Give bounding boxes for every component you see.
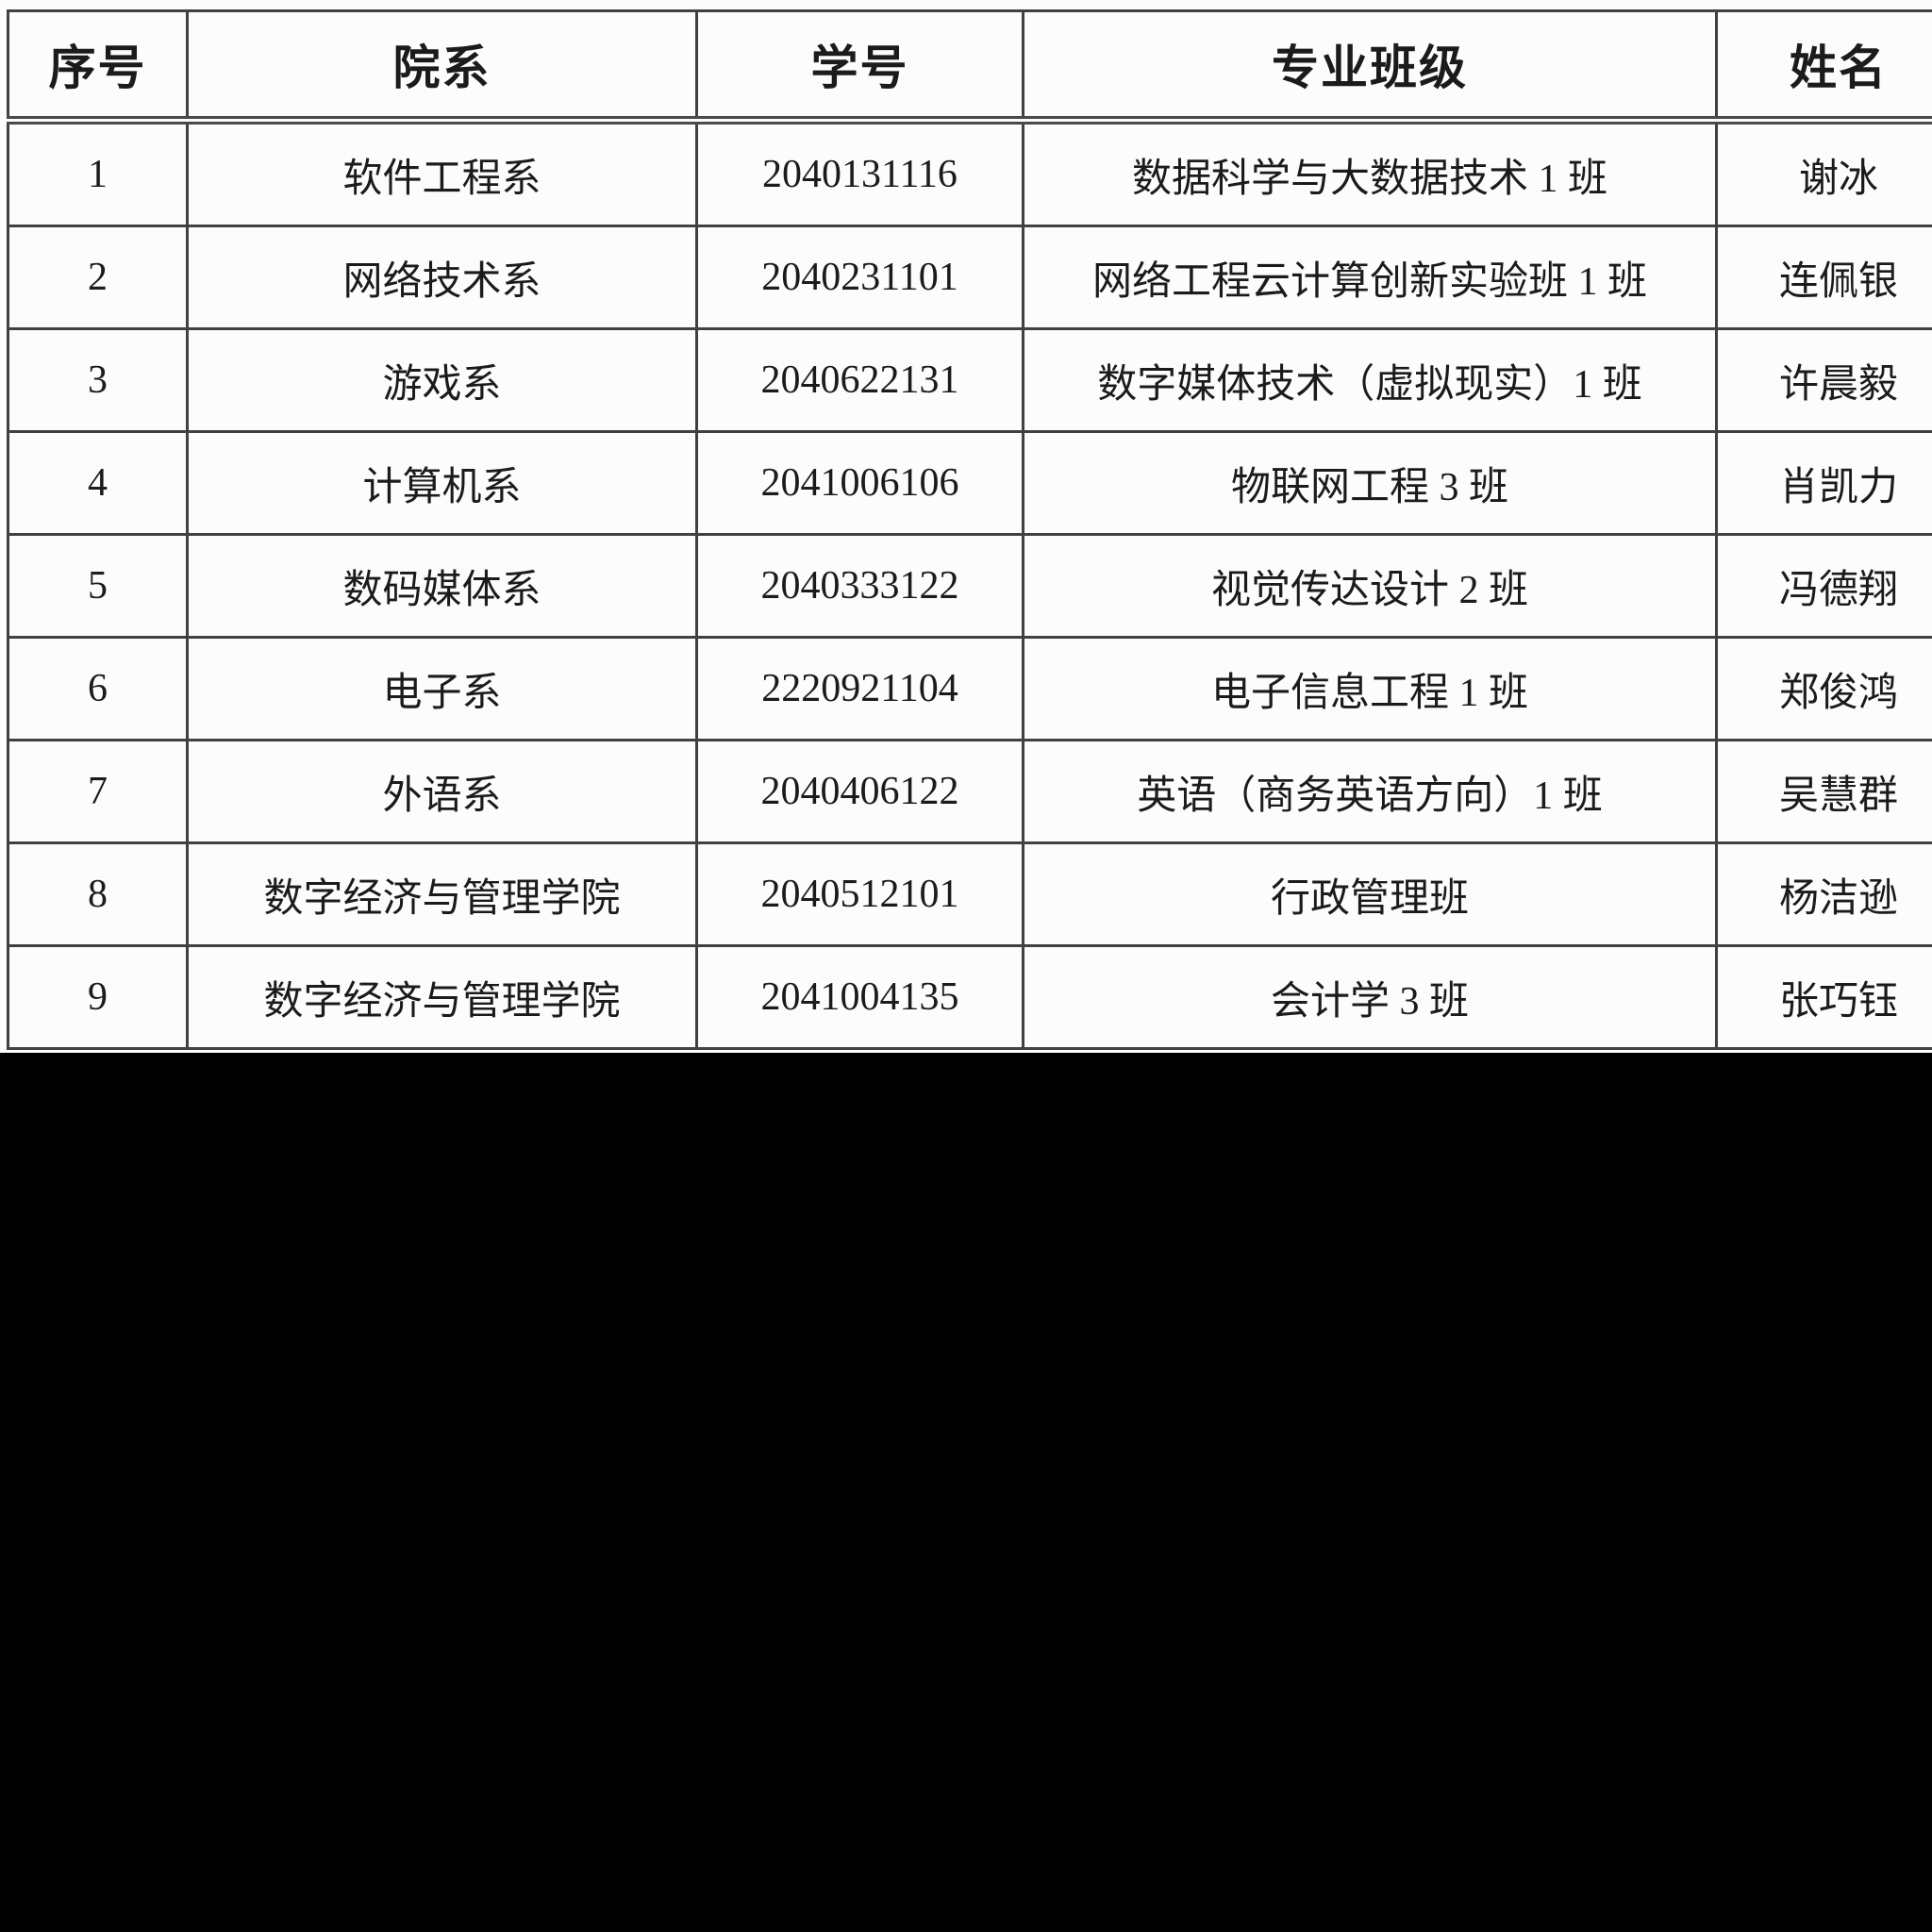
cell-major_class: 数据科学与大数据技术 1 班 [1022, 119, 1718, 227]
black-letterbox-area [0, 1053, 1932, 1932]
cell-name: 连佩银 [1715, 225, 1932, 330]
cell-index: 4 [7, 430, 189, 536]
cell-major_class: 数字媒体技术（虚拟现实）1 班 [1022, 327, 1718, 433]
document-sheet: 序号 院系 学号 专业班级 姓名 1 软件工程系 2040131116 数据科学与大数据技术 … [0, 0, 1932, 1053]
table-row: 7 外语系 2040406122 英语（商务英语方向）1 班吴慧群 [7, 739, 1932, 844]
cell-student_id: 2040512101 [695, 841, 1024, 947]
cell-major_class: 会计学 3 班 [1022, 944, 1718, 1050]
col-header-major_class: 专业班级 [1022, 9, 1718, 125]
cell-department: 网络技术系 [186, 225, 698, 330]
cell-major_class: 英语（商务英语方向）1 班 [1022, 739, 1718, 844]
cell-department: 电子系 [186, 636, 698, 741]
table-row: 5 数码媒体系 2040333122 视觉传达设计 2 班冯德翔 [7, 533, 1932, 639]
cell-student_id: 2041004135 [695, 944, 1024, 1050]
cell-major_class: 电子信息工程 1 班 [1022, 636, 1718, 741]
table-body: 1 软件工程系 2040131116 数据科学与大数据技术 1 班谢冰 2 网络技术系 20… [7, 119, 1932, 1050]
cell-name: 许晨毅 [1715, 327, 1932, 433]
cell-major_class: 网络工程云计算创新实验班 1 班 [1022, 225, 1718, 330]
col-header-department: 院系 [186, 9, 698, 125]
cell-major_class: 物联网工程 3 班 [1022, 430, 1718, 536]
cell-index: 3 [7, 327, 189, 433]
cell-department: 游戏系 [186, 327, 698, 433]
cell-name: 张巧钰 [1715, 944, 1932, 1050]
cell-department: 软件工程系 [186, 119, 698, 227]
table-row: 2 网络技术系 2040231101 网络工程云计算创新实验班 1 班连佩银 [7, 225, 1932, 330]
table-header: 序号 院系 学号 专业班级 姓名 [7, 9, 1932, 125]
table-row: 9 数字经济与管理学院 2041004135 会计学 3 班张巧钰 [7, 944, 1932, 1050]
cell-major_class: 行政管理班 [1022, 841, 1718, 947]
cell-student_id: 2041006106 [695, 430, 1024, 536]
col-header-student_id: 学号 [695, 9, 1024, 125]
cell-student_id: 2040333122 [695, 533, 1024, 639]
cell-name: 郑俊鸿 [1715, 636, 1932, 741]
table-row: 1 软件工程系 2040131116 数据科学与大数据技术 1 班谢冰 [7, 119, 1932, 227]
col-header-index: 序号 [7, 9, 189, 125]
cell-student_id: 2040131116 [695, 119, 1024, 227]
cell-department: 计算机系 [186, 430, 698, 536]
cell-index: 6 [7, 636, 189, 741]
cell-name: 冯德翔 [1715, 533, 1932, 639]
cell-index: 7 [7, 739, 189, 844]
cell-major_class: 视觉传达设计 2 班 [1022, 533, 1718, 639]
cell-name: 吴慧群 [1715, 739, 1932, 844]
cell-department: 数字经济与管理学院 [186, 841, 698, 947]
table-row: 4 计算机系 2041006106 物联网工程 3 班肖凯力 [7, 430, 1932, 536]
cell-department: 数码媒体系 [186, 533, 698, 639]
col-header-name: 姓名 [1715, 9, 1932, 125]
cell-student_id: 2220921104 [695, 636, 1024, 741]
header-row: 序号 院系 学号 专业班级 姓名 [7, 9, 1932, 125]
cell-department: 数字经济与管理学院 [186, 944, 698, 1050]
table-row: 3 游戏系 2040622131 数字媒体技术（虚拟现实）1 班许晨毅 [7, 327, 1932, 433]
cell-name: 肖凯力 [1715, 430, 1932, 536]
table-row: 8 数字经济与管理学院 2040512101 行政管理班 杨洁逊 [7, 841, 1932, 947]
cell-department: 外语系 [186, 739, 698, 844]
cell-index: 2 [7, 225, 189, 330]
cell-student_id: 2040231101 [695, 225, 1024, 330]
cell-name: 谢冰 [1715, 119, 1932, 227]
cell-index: 9 [7, 944, 189, 1050]
cell-student_id: 2040622131 [695, 327, 1024, 433]
cell-index: 5 [7, 533, 189, 639]
table-row: 6 电子系 2220921104 电子信息工程 1 班郑俊鸿 [7, 636, 1932, 741]
cell-student_id: 2040406122 [695, 739, 1024, 844]
cell-index: 8 [7, 841, 189, 947]
cell-index: 1 [7, 119, 189, 227]
cell-name: 杨洁逊 [1715, 841, 1932, 947]
student-roster-table: 序号 院系 学号 专业班级 姓名 1 软件工程系 2040131116 数据科学与大数据技术 … [7, 9, 1932, 1050]
